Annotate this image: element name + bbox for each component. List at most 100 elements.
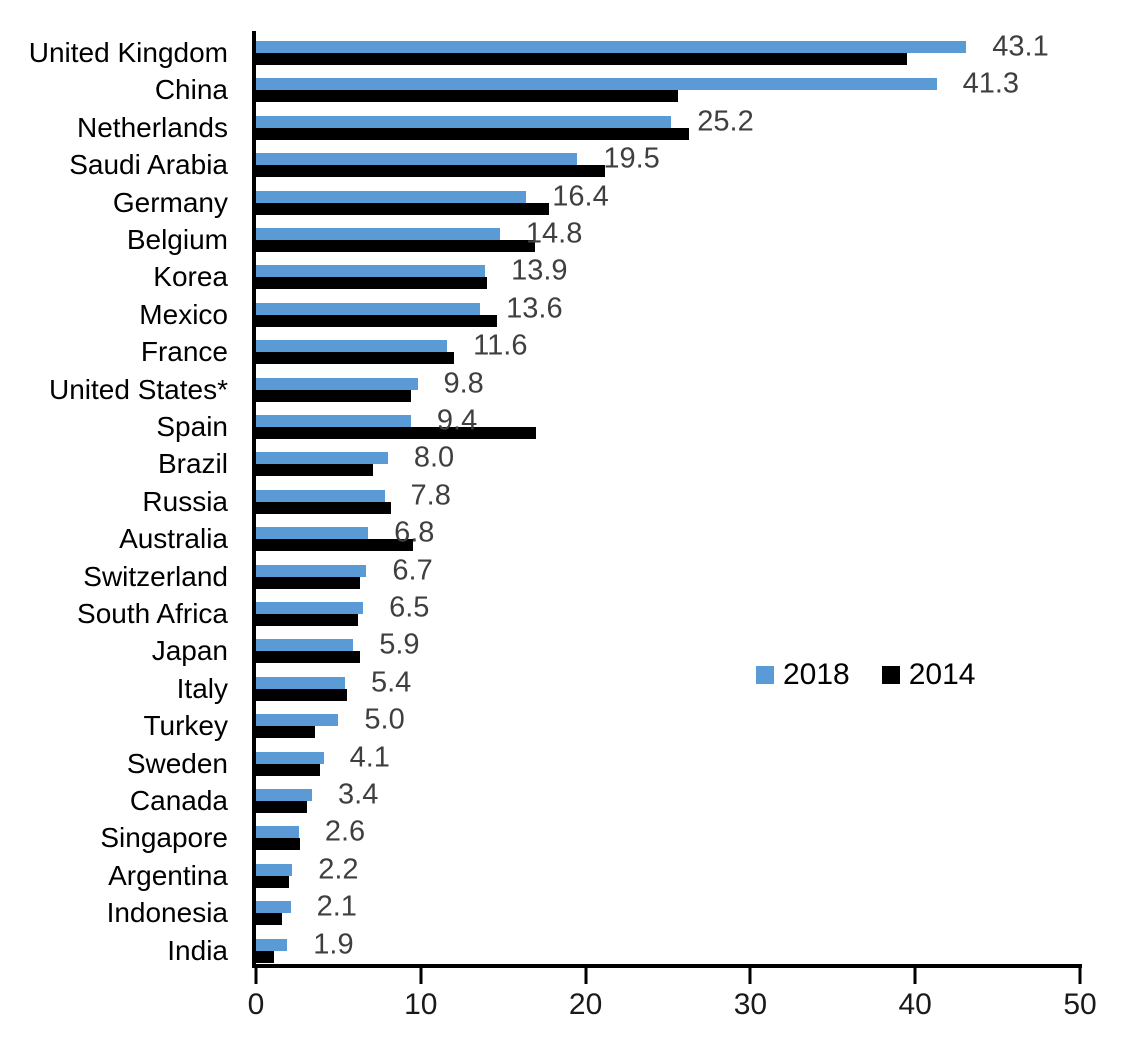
- bar-2018: [256, 78, 937, 91]
- legend-swatch-2014: [881, 666, 900, 684]
- x-axis-tick-label: 30: [733, 988, 768, 1021]
- bar-2014: [256, 202, 550, 215]
- value-label: 6.8: [394, 516, 435, 549]
- x-axis-line: [252, 964, 1082, 968]
- value-label: 6.7: [392, 554, 433, 587]
- bar-2018: [256, 602, 364, 614]
- category-label: Sweden: [126, 747, 228, 779]
- x-axis-tick-label: 50: [1063, 988, 1097, 1021]
- bar-2014: [256, 165, 606, 178]
- bar-2014: [256, 763, 321, 776]
- bar-2018: [256, 153, 578, 166]
- bar-2018: [256, 228, 500, 240]
- value-label: 5.0: [364, 703, 405, 736]
- bar-2014: [256, 389, 411, 402]
- category-label: Mexico: [139, 298, 228, 330]
- bar-2014: [256, 240, 535, 252]
- category-label: Saudi Arabia: [69, 149, 228, 181]
- bar-2014: [256, 838, 301, 851]
- bar-2014: [256, 90, 678, 103]
- category-label: Brazil: [157, 448, 228, 480]
- value-label: 13.6: [506, 292, 563, 325]
- bar-2014: [256, 464, 373, 477]
- bar-2018: [256, 489, 385, 502]
- value-label: 2.1: [316, 890, 357, 923]
- value-label: 11.6: [473, 329, 528, 362]
- value-label: 5.4: [370, 666, 412, 699]
- bar-2018: [256, 901, 291, 914]
- bar-2014: [256, 913, 283, 926]
- bar-2018: [256, 826, 299, 839]
- legend-item-2018: 2018: [756, 660, 850, 690]
- legend-label-2014: 2014: [908, 658, 976, 691]
- bar-2018: [256, 41, 967, 53]
- bar-2014: [256, 501, 392, 514]
- value-label: 6.5: [389, 591, 430, 624]
- bar-2018: [256, 115, 672, 128]
- value-label: 9.8: [443, 367, 484, 400]
- category-label: United Kingdom: [28, 37, 228, 68]
- y-axis-line: [252, 31, 256, 968]
- category-label: Belgium: [126, 224, 228, 255]
- value-label: 8.0: [413, 441, 455, 474]
- category-label: Italy: [176, 672, 228, 704]
- bar-2018: [256, 676, 345, 689]
- bar-2018: [256, 527, 369, 540]
- bar-2018: [256, 714, 339, 727]
- bar-2014: [256, 539, 413, 552]
- bar-2014: [256, 614, 359, 626]
- category-label: France: [140, 336, 228, 368]
- legend-label-2018: 2018: [783, 658, 850, 691]
- value-label: 25.2: [697, 105, 754, 138]
- category-label: China: [154, 74, 228, 106]
- bar-2014: [256, 688, 347, 701]
- bar-2018: [256, 452, 388, 465]
- category-label: Singapore: [100, 822, 228, 854]
- x-axis-tick-label: 20: [568, 988, 603, 1021]
- category-label: Argentina: [108, 859, 228, 891]
- category-label: Spain: [156, 411, 228, 442]
- category-label: Germany: [112, 186, 228, 218]
- bar-2018: [256, 938, 288, 951]
- value-label: 19.5: [603, 142, 660, 175]
- category-label: United States*: [49, 373, 228, 405]
- value-label: 7.8: [410, 479, 451, 512]
- value-label: 5.9: [379, 628, 420, 661]
- bar-2014: [256, 801, 308, 813]
- bar-2018: [256, 377, 418, 390]
- x-axis-tick-label: 10: [404, 988, 438, 1021]
- x-axis-tick-label: 0: [247, 988, 265, 1021]
- value-label: 13.9: [511, 254, 568, 287]
- value-label: 14.8: [525, 217, 583, 250]
- category-label: Turkey: [143, 710, 228, 742]
- x-axis-tick: [1078, 968, 1082, 984]
- bar-2014: [256, 576, 360, 589]
- bar-2014: [256, 875, 289, 888]
- bar-2018: [256, 564, 367, 577]
- value-label: 43.1: [992, 30, 1049, 63]
- bar-2014: [256, 352, 454, 365]
- x-axis-tick: [748, 968, 752, 984]
- category-label: Australia: [119, 523, 228, 555]
- bar-2018: [256, 863, 293, 876]
- category-label: Switzerland: [83, 560, 228, 592]
- bar-2018: [256, 302, 481, 315]
- category-label: South Africa: [77, 598, 228, 629]
- x-axis-tick: [254, 968, 258, 984]
- category-label: Japan: [151, 635, 228, 667]
- bar-2014: [256, 53, 907, 65]
- bar-2018: [256, 265, 486, 278]
- bar-2014: [256, 127, 690, 140]
- value-label: 3.4: [338, 778, 379, 811]
- bar-2018: [256, 751, 324, 764]
- category-label: Korea: [153, 261, 228, 293]
- value-label: 9.4: [436, 404, 478, 437]
- category-label: India: [167, 934, 228, 966]
- bar-2014: [256, 726, 316, 739]
- x-axis-tick: [419, 968, 423, 984]
- bar-2014: [256, 277, 487, 290]
- value-label: 2.6: [324, 815, 366, 848]
